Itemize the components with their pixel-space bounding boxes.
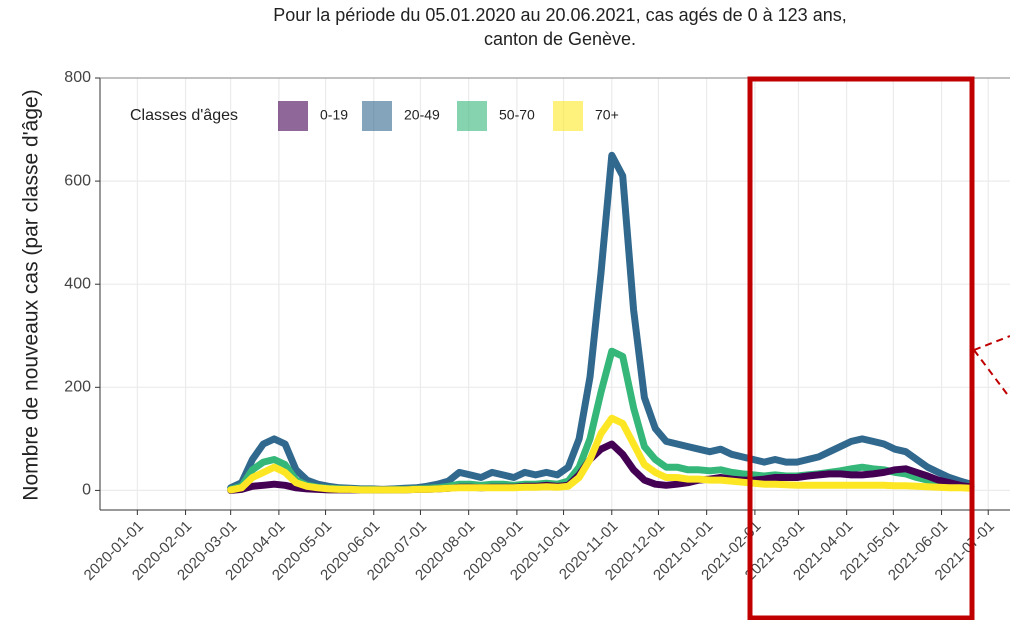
legend-label: 0-19 [320,107,348,123]
y-axis-label: Nombre de nouveaux cas (par classe d'âge… [20,89,43,500]
highlight-box [747,76,975,620]
y-tick-label: 600 [64,172,91,189]
chart-title: Pour la période du 05.01.2020 au 20.06.2… [273,5,846,25]
callout-line [973,349,1010,399]
series-line [227,414,975,494]
legend-swatch [553,101,583,131]
y-tick-label: 200 [64,379,91,396]
legend-label: 20-49 [404,107,440,123]
axes: 02004006008002020-01-012020-02-012020-03… [64,69,1010,584]
legend-title: Classes d'âges [130,107,238,124]
grid [100,77,1010,510]
y-tick-label: 400 [64,275,91,292]
series-line [227,347,975,494]
legend: Classes d'âges 0-19 20-49 50-70 70+ [130,101,619,131]
legend-swatch [457,101,487,131]
legend-label: 50-70 [499,107,535,123]
callout-line [973,335,1010,351]
legend-label: 70+ [595,107,619,123]
chart-title: canton de Genève. [484,29,636,49]
y-tick-label: 0 [82,482,91,499]
lines [227,151,975,494]
legend-swatch [362,101,392,131]
y-tick-label: 800 [64,69,91,86]
legend-swatch [278,101,308,131]
